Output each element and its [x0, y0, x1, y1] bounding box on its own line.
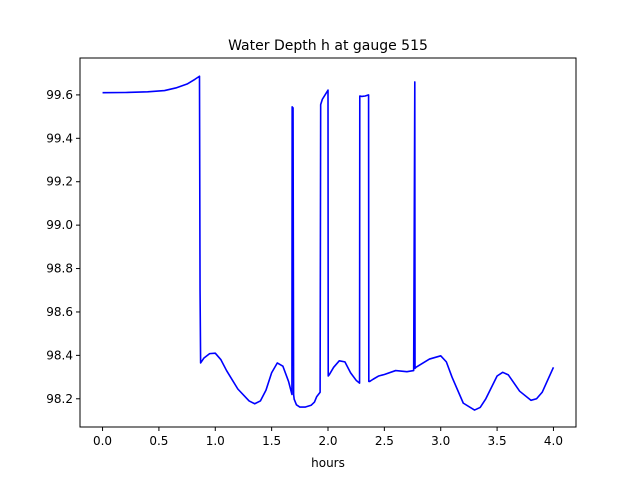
x-tick-label: 0.0	[93, 434, 112, 448]
chart-title: Water Depth h at gauge 515	[228, 38, 428, 54]
x-tick-label: 0.5	[149, 434, 168, 448]
y-axis: 98.2 98.4 98.6 98.8 99.0 99.2 99.4 99.6	[46, 88, 80, 406]
x-tick-label: 2.0	[318, 434, 337, 448]
y-tick-label: 99.2	[46, 175, 73, 189]
series-line-0	[102, 75, 555, 411]
x-tick-label: 3.0	[431, 434, 450, 448]
axes-frame	[79, 57, 577, 428]
x-axis-label: hours	[311, 456, 345, 470]
y-tick-label: 99.0	[46, 218, 73, 232]
y-tick-label: 98.2	[46, 392, 73, 406]
x-tick-label: 3.5	[488, 434, 507, 448]
x-tick-label: 2.5	[375, 434, 394, 448]
x-tick-label: 1.5	[262, 434, 281, 448]
x-tick-label: 4.0	[544, 434, 563, 448]
x-tick-label: 1.0	[206, 434, 225, 448]
y-tick-label: 99.6	[46, 88, 73, 102]
plot-area	[102, 75, 555, 411]
y-tick-label: 98.8	[46, 262, 73, 276]
y-tick-label: 98.4	[46, 348, 73, 362]
y-tick-label: 99.4	[46, 131, 73, 145]
x-axis: 0.0 0.5 1.0 1.5 2.0 2.5 3.0 3.5 4.0	[93, 427, 563, 448]
y-tick-label: 98.6	[46, 305, 73, 319]
